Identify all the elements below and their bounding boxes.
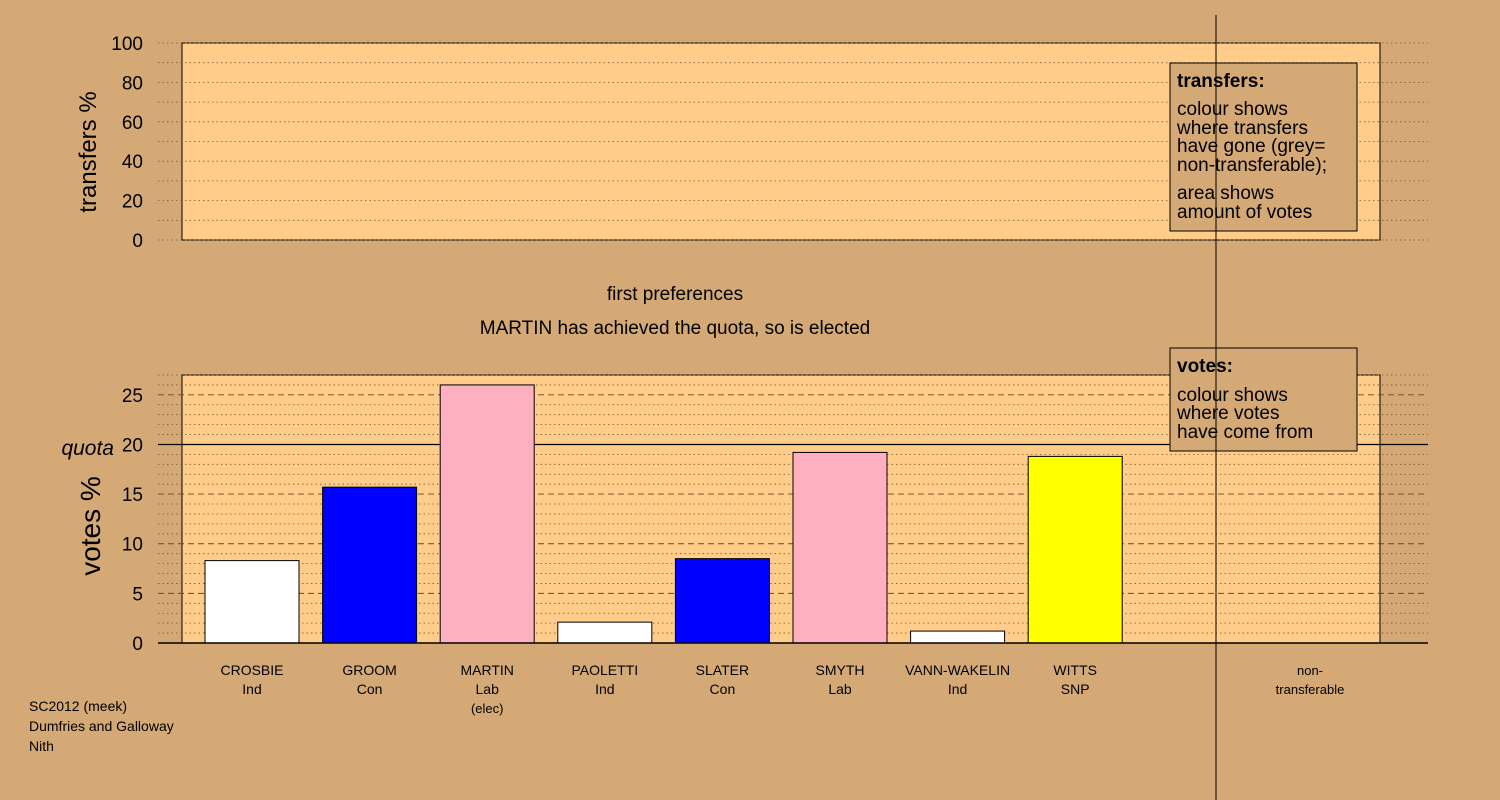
candidate-name-label: PAOLETTI [571, 662, 638, 678]
transfers-y-tick-label: 40 [122, 152, 143, 173]
transfers-y-ticks: 0 20 40 60 80 100 [111, 34, 143, 252]
vote-bar-groom [322, 486, 418, 644]
candidate-party-label: Lab [828, 681, 852, 697]
transfers-legend: transfers: colour shows where transfers … [1169, 62, 1358, 232]
vote-bar-witts [1027, 455, 1123, 644]
vote-bar-smyth [792, 451, 888, 644]
chart-heading-status: MARTIN has achieved the quota, so is ele… [480, 318, 870, 339]
candidate-name-label: GROOM [342, 662, 396, 678]
votes-legend-title: votes: [1177, 356, 1233, 377]
candidate-name-label: VANN-WAKELIN [905, 662, 1010, 678]
transfers-legend-title: transfers: [1177, 71, 1265, 92]
transfers-legend-line: area shows [1177, 183, 1274, 204]
non-transferable-label: transferable [1276, 682, 1345, 697]
transfers-legend-line: colour shows [1177, 99, 1288, 120]
votes-bars [158, 384, 1428, 644]
transfers-legend-line: where transfers [1176, 118, 1308, 139]
candidate-party-label: Ind [595, 681, 614, 697]
vote-bar-martin [439, 384, 535, 644]
transfers-legend-line: have gone (grey= [1177, 136, 1325, 157]
transfers-y-tick-label: 80 [122, 73, 143, 94]
footer-council: Dumfries and Galloway [29, 718, 174, 734]
votes-y-tick-label: 25 [122, 386, 143, 407]
vote-bar-slater [674, 558, 770, 644]
candidate-name-label: MARTIN [460, 662, 513, 678]
quota-label: quota [61, 437, 114, 460]
transfers-legend-line: amount of votes [1177, 202, 1312, 223]
candidate-name-label: SMYTH [816, 662, 865, 678]
vote-bar-vann-wakelin [910, 630, 1006, 644]
footer-election: SC2012 (meek) [29, 698, 127, 714]
candidate-status-label: (elec) [471, 701, 504, 716]
transfers-y-tick-label: 60 [122, 113, 143, 134]
votes-y-tick-label: 20 [122, 435, 143, 456]
transfers-legend-line: non-transferable); [1177, 155, 1327, 176]
transfers-y-tick-label: 100 [111, 34, 143, 55]
transfers-y-tick-label: 20 [122, 192, 143, 213]
votes-y-tick-label: 0 [132, 634, 143, 655]
votes-y-axis-label: votes % [75, 476, 106, 576]
candidate-name-label: WITTS [1053, 662, 1097, 678]
vote-bar-crosbie [204, 560, 300, 644]
votes-y-tick-label: 5 [132, 584, 143, 605]
candidate-party-label: Ind [948, 681, 967, 697]
votes-legend-line: where votes [1176, 403, 1279, 424]
chart-heading-stage: first preferences [607, 284, 743, 305]
candidate-party-label: SNP [1061, 681, 1090, 697]
transfers-y-tick-label: 0 [132, 231, 143, 252]
vote-bar-paoletti [557, 621, 653, 644]
non-transferable-label: non- [1297, 663, 1323, 678]
candidate-party-label: Lab [476, 681, 500, 697]
candidate-party-label: Con [357, 681, 383, 697]
votes-legend-line: colour shows [1177, 385, 1288, 406]
votes-x-labels: CROSBIE Ind GROOM Con MARTIN Lab (elec) PAOLETT… [220, 662, 1344, 716]
votes-panel: 0 5 10 15 20 25 CROSBIE Ind GROOM Con MARTIN Lab (e… [61, 374, 1428, 716]
transfers-y-axis-label: transfers % [75, 91, 102, 212]
candidate-party-label: Ind [242, 681, 261, 697]
candidate-name-label: SLATER [696, 662, 749, 678]
votes-legend: votes: colour shows where votes have com… [1169, 347, 1358, 452]
votes-y-tick-label: 15 [122, 485, 143, 506]
votes-y-tick-label: 10 [122, 535, 143, 556]
votes-y-ticks: 0 5 10 15 20 25 [122, 386, 143, 655]
votes-legend-line: have come from [1177, 422, 1313, 443]
candidate-party-label: Con [710, 681, 736, 697]
candidate-name-label: CROSBIE [220, 662, 283, 678]
footer-ward: Nith [29, 738, 54, 754]
